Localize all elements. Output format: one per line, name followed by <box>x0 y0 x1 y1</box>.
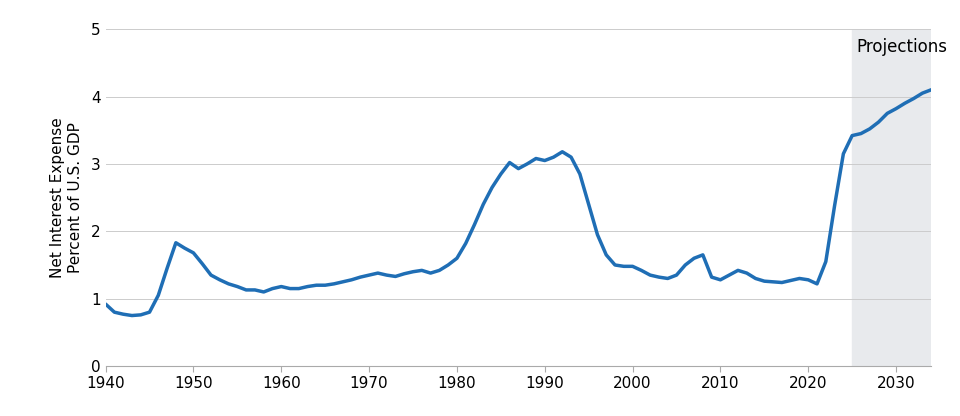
Text: Projections: Projections <box>856 38 948 56</box>
Y-axis label: Net Interest Expense
Percent of U.S. GDP: Net Interest Expense Percent of U.S. GDP <box>50 117 83 278</box>
Bar <box>852 29 948 366</box>
